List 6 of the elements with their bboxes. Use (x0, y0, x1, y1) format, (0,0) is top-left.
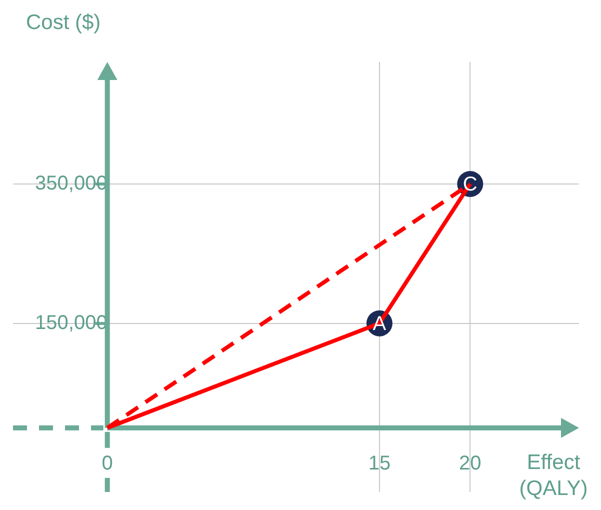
x-tick-label: 15 (368, 452, 391, 474)
annotation: C (462, 173, 478, 196)
x-axis-title: Effect (QALY) (518, 450, 589, 502)
y-axis-title: Cost ($) (26, 10, 101, 36)
x-tick-label: 0 (102, 452, 113, 474)
x-tick-label: 20 (459, 452, 482, 474)
